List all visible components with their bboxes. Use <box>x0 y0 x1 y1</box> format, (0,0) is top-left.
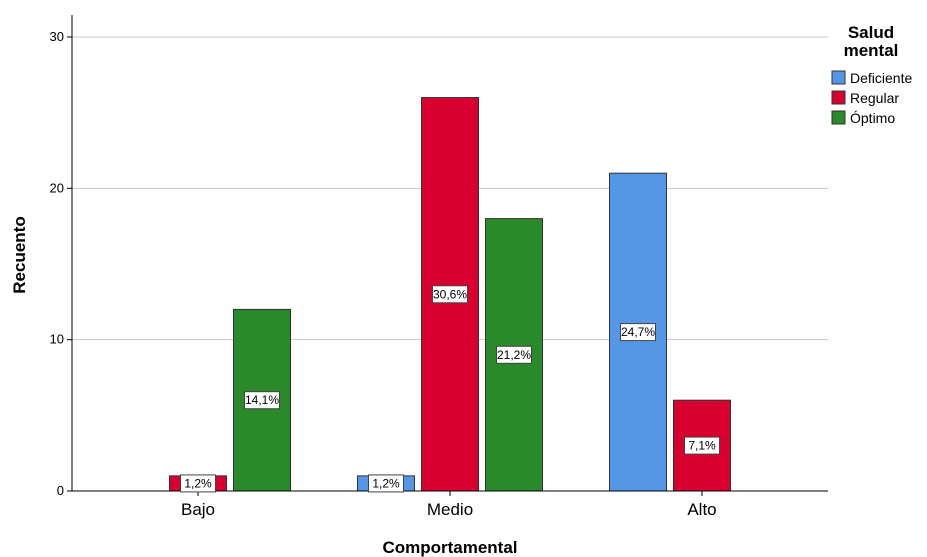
data-label-box <box>368 474 404 493</box>
data-labels: 1,2% 14,1% 1,2% 30,6% 21,2% 24,7% 7,1% <box>180 285 720 493</box>
data-label-box <box>432 285 468 304</box>
legend-swatch-regular <box>831 90 846 105</box>
data-label-box <box>244 391 280 410</box>
data-label: 21,2% <box>497 348 531 362</box>
data-label-box <box>620 323 656 342</box>
data-label: 1,2% <box>184 476 212 490</box>
data-label: 30,6% <box>433 287 467 301</box>
legend-label: Óptimo <box>850 110 895 126</box>
legend-title-line-1: Salud <box>848 23 894 42</box>
legend-label: Regular <box>850 90 899 106</box>
y-tick-label: 10 <box>50 332 64 347</box>
legend-swatch-óptimo <box>831 110 846 125</box>
y-tick-label: 20 <box>50 180 64 195</box>
x-tick-label: Alto <box>687 500 716 519</box>
legend-label: Deficiente <box>850 70 912 86</box>
y-tick-label: 0 <box>57 483 64 498</box>
x-tick-label: Medio <box>427 500 473 519</box>
y-tick-label: 30 <box>50 29 64 44</box>
x-tick-label: Bajo <box>181 500 215 519</box>
x-axis-title: Comportamental <box>382 538 517 557</box>
legend: Salud mental Deficiente Regular Óptimo <box>831 23 912 126</box>
data-label-box <box>180 474 216 493</box>
legend-title-line-2: mental <box>844 41 899 60</box>
data-label: 1,2% <box>372 476 400 490</box>
data-label: 24,7% <box>621 325 655 339</box>
legend-swatch-deficiente <box>831 70 846 85</box>
data-label-box <box>496 345 532 364</box>
data-label: 14,1% <box>245 393 279 407</box>
data-label: 7,1% <box>688 439 716 453</box>
y-axis-title: Recuento <box>10 216 29 293</box>
data-label-box <box>684 436 720 455</box>
